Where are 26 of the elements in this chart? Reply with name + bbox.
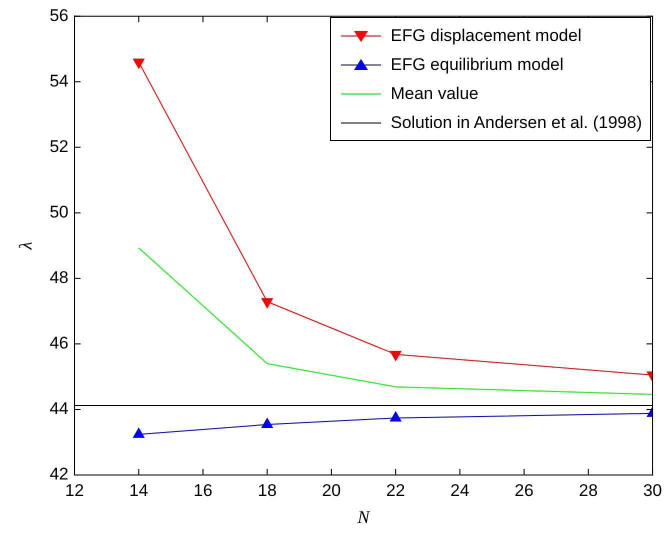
x-tick-label: 16 — [194, 480, 212, 500]
legend-label: Mean value — [390, 83, 478, 105]
x-tick-label: 24 — [450, 480, 470, 500]
y-tick-label: 52 — [50, 136, 69, 156]
x-tick-label: 28 — [578, 480, 598, 500]
y-tick-label: 54 — [50, 71, 69, 90]
y-tick-label: 46 — [50, 334, 69, 353]
x-axis-title: N — [356, 506, 371, 527]
y-tick-label: 48 — [50, 268, 69, 288]
y-tick-label: 50 — [50, 202, 69, 222]
x-tick-label: 22 — [386, 480, 406, 500]
legend-label: EFG equilibrium model — [390, 54, 564, 76]
point — [390, 410, 402, 422]
point — [132, 427, 145, 438]
x-tick-label: 14 — [129, 480, 148, 500]
y-tick-label: 44 — [50, 399, 69, 418]
x-tick-label: 26 — [514, 480, 534, 500]
y-axis-title: λ — [16, 242, 36, 250]
legend-label: EFG displacement model — [390, 25, 582, 47]
legend-label: Solution in Andersen et al. (1998) — [390, 112, 642, 134]
x-tick-label: 18 — [258, 480, 277, 500]
point — [261, 418, 274, 428]
x-tick-label: 30 — [643, 480, 662, 500]
x-tick-label: 20 — [322, 480, 341, 500]
y-tick-label: 56 — [50, 6, 69, 25]
point — [132, 58, 145, 70]
